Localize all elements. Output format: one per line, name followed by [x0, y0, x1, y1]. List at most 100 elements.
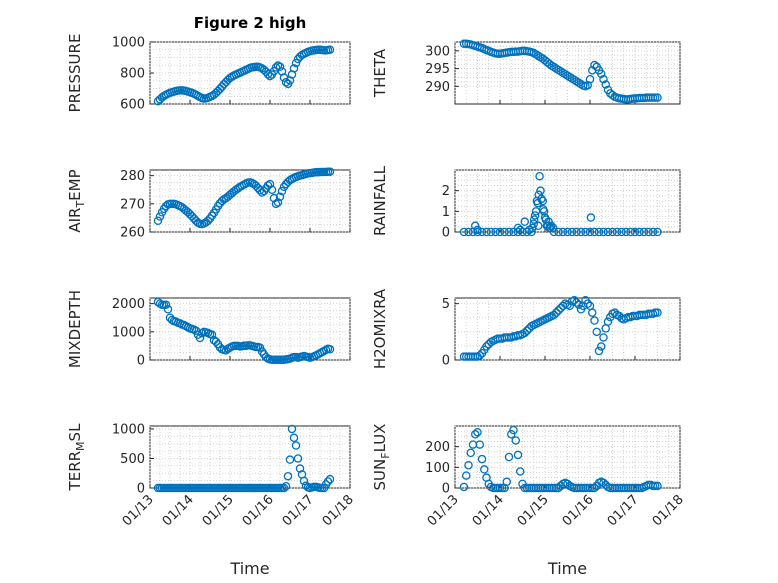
data-point [509, 425, 518, 435]
y-tick-label: 200 [425, 440, 450, 455]
data-point [464, 461, 473, 470]
y-tick-label: 0 [442, 354, 450, 369]
data-point [197, 328, 207, 338]
data-point [459, 482, 469, 492]
data-point [635, 227, 644, 237]
figure-title: Figure 2 high [194, 14, 307, 32]
data-point [285, 455, 295, 464]
y-tick-label: 290 [425, 80, 450, 95]
x-tick-label: 01/14 [160, 492, 197, 529]
data-point [477, 454, 487, 464]
data-point [299, 476, 309, 486]
subplot-terr-msl: 0 500 1000 TERRMSL 01/13 01/14 01/15 01/16 01/17… [66, 422, 357, 578]
data-point [545, 223, 554, 233]
data-point [527, 227, 536, 237]
data-point [547, 221, 556, 231]
data-point [281, 481, 291, 491]
subplot-pressure: 600 800 1000 PRESSURE [66, 34, 351, 113]
data-point [285, 76, 295, 85]
subplot-theta: 290 295 300 THETA [371, 39, 681, 105]
data-point [513, 227, 523, 237]
data-point [590, 316, 599, 325]
data-point [525, 225, 534, 235]
x-tick-label: 01/16 [560, 492, 597, 529]
data-point [475, 351, 484, 360]
subplot-h2omixra: 0 5 H2OMIXRA [371, 288, 681, 369]
y-tick-label: 0 [137, 354, 145, 369]
data-point [473, 225, 482, 235]
data-point [653, 93, 662, 102]
data-point [581, 227, 590, 237]
data-point [612, 227, 622, 237]
data-point [563, 227, 572, 237]
data-point [275, 62, 285, 72]
data-point [603, 317, 613, 326]
y-tick-label: 800 [120, 67, 145, 82]
data-point [536, 186, 545, 195]
data-point [601, 80, 611, 89]
data-point [482, 342, 491, 351]
data-point [590, 227, 599, 237]
data-point [511, 436, 521, 445]
data-point [543, 221, 552, 231]
data-point [594, 227, 604, 237]
x-tick-label: 01/17 [605, 492, 642, 529]
data-point [590, 483, 599, 493]
data-point [513, 450, 523, 460]
data-point [516, 467, 525, 476]
y-axis-label: PRESSURE [66, 34, 84, 113]
data-point [459, 227, 469, 237]
data-point [211, 337, 221, 346]
data-point [273, 198, 283, 207]
data-point [466, 448, 475, 458]
y-axis-label: AIRTEMP [66, 169, 87, 232]
data-point [325, 167, 335, 176]
data-point [549, 310, 559, 320]
data-point [267, 185, 277, 194]
data-point [325, 45, 335, 55]
data-point [552, 308, 561, 317]
data-point [572, 298, 581, 307]
data-point [538, 196, 548, 206]
data-point [572, 227, 581, 237]
data-point [470, 221, 480, 231]
data-point [291, 58, 301, 68]
y-tick-label: 1000 [112, 422, 145, 437]
data-point [590, 60, 599, 70]
data-point [639, 227, 649, 237]
data-point [565, 301, 575, 311]
data-point [621, 227, 631, 237]
data-point [513, 223, 523, 233]
data-point [287, 424, 297, 434]
data-point [539, 207, 549, 216]
data-point [570, 296, 579, 305]
data-point [464, 227, 473, 237]
y-tick-label: 5 [442, 297, 450, 312]
data-point [279, 483, 289, 493]
y-tick-label: 1000 [112, 325, 145, 340]
data-point [597, 342, 606, 351]
data-point [567, 227, 577, 237]
data-point [576, 227, 586, 237]
data-point [548, 223, 558, 233]
data-point [325, 474, 335, 484]
data-point [295, 464, 305, 473]
data-point [648, 227, 658, 237]
data-point [273, 61, 283, 70]
subplot-mixdepth: 0 1000 2000 MIXDEPTH [66, 290, 351, 369]
data-point [653, 481, 662, 491]
x-tick-label: 01/15 [200, 492, 237, 529]
data-point [281, 78, 291, 87]
data-point [504, 227, 514, 237]
data-point [491, 227, 500, 237]
data-point [653, 227, 662, 237]
data-point [473, 427, 482, 437]
data-point [265, 179, 275, 189]
data-point [482, 227, 491, 237]
data-point [626, 227, 635, 237]
data-point [529, 219, 539, 228]
x-tick-label: 01/17 [280, 492, 317, 529]
data-point [293, 454, 303, 463]
data-point [520, 217, 530, 226]
